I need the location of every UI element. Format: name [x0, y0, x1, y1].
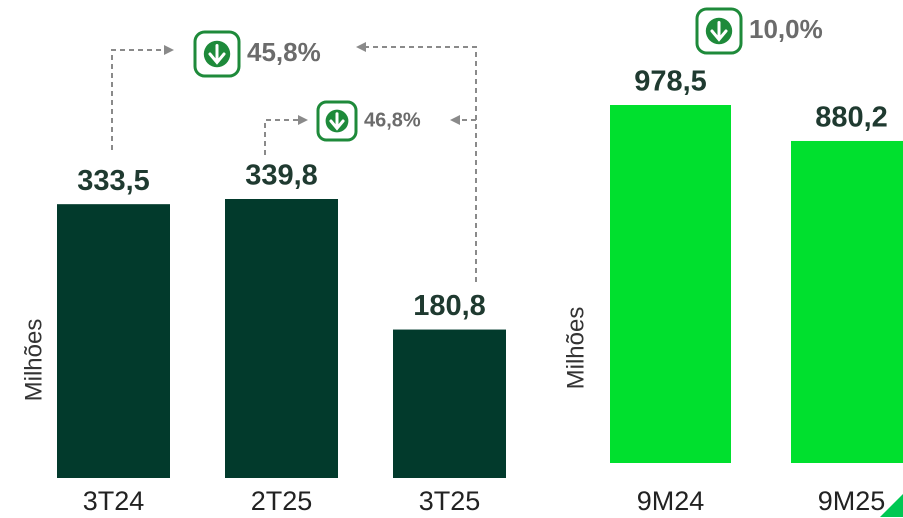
value-label: 180,8: [413, 290, 486, 322]
value-label: 333,5: [77, 165, 150, 197]
down-icon: [710, 21, 728, 42]
x-tick-label: 3T25: [419, 486, 481, 516]
annotation: 10,0%: [749, 14, 823, 44]
x-tick-label: 9M25: [818, 486, 886, 516]
y-axis-label: Milhões: [20, 319, 47, 402]
bar: [393, 329, 506, 478]
connector: [356, 42, 477, 282]
value-label: 880,2: [815, 102, 888, 134]
bar: [57, 204, 170, 479]
down-icon: [208, 44, 226, 65]
x-tick-label: 2T25: [251, 486, 313, 516]
x-tick-label: 3T24: [83, 486, 145, 516]
x-tick-label: 9M24: [637, 486, 705, 516]
bar: [225, 199, 338, 478]
y-axis-label: Milhões: [562, 307, 589, 390]
value-label: 339,8: [245, 160, 318, 192]
annotation: 46,8%: [364, 109, 421, 131]
down-icon: [329, 112, 345, 131]
corner-mark: [880, 494, 903, 517]
annotation: 45,8%: [247, 37, 321, 67]
value-label: 978,5: [634, 66, 707, 98]
bar: [610, 105, 731, 463]
bar: [791, 140, 903, 463]
connector: [111, 45, 174, 150]
connector: [264, 115, 308, 155]
